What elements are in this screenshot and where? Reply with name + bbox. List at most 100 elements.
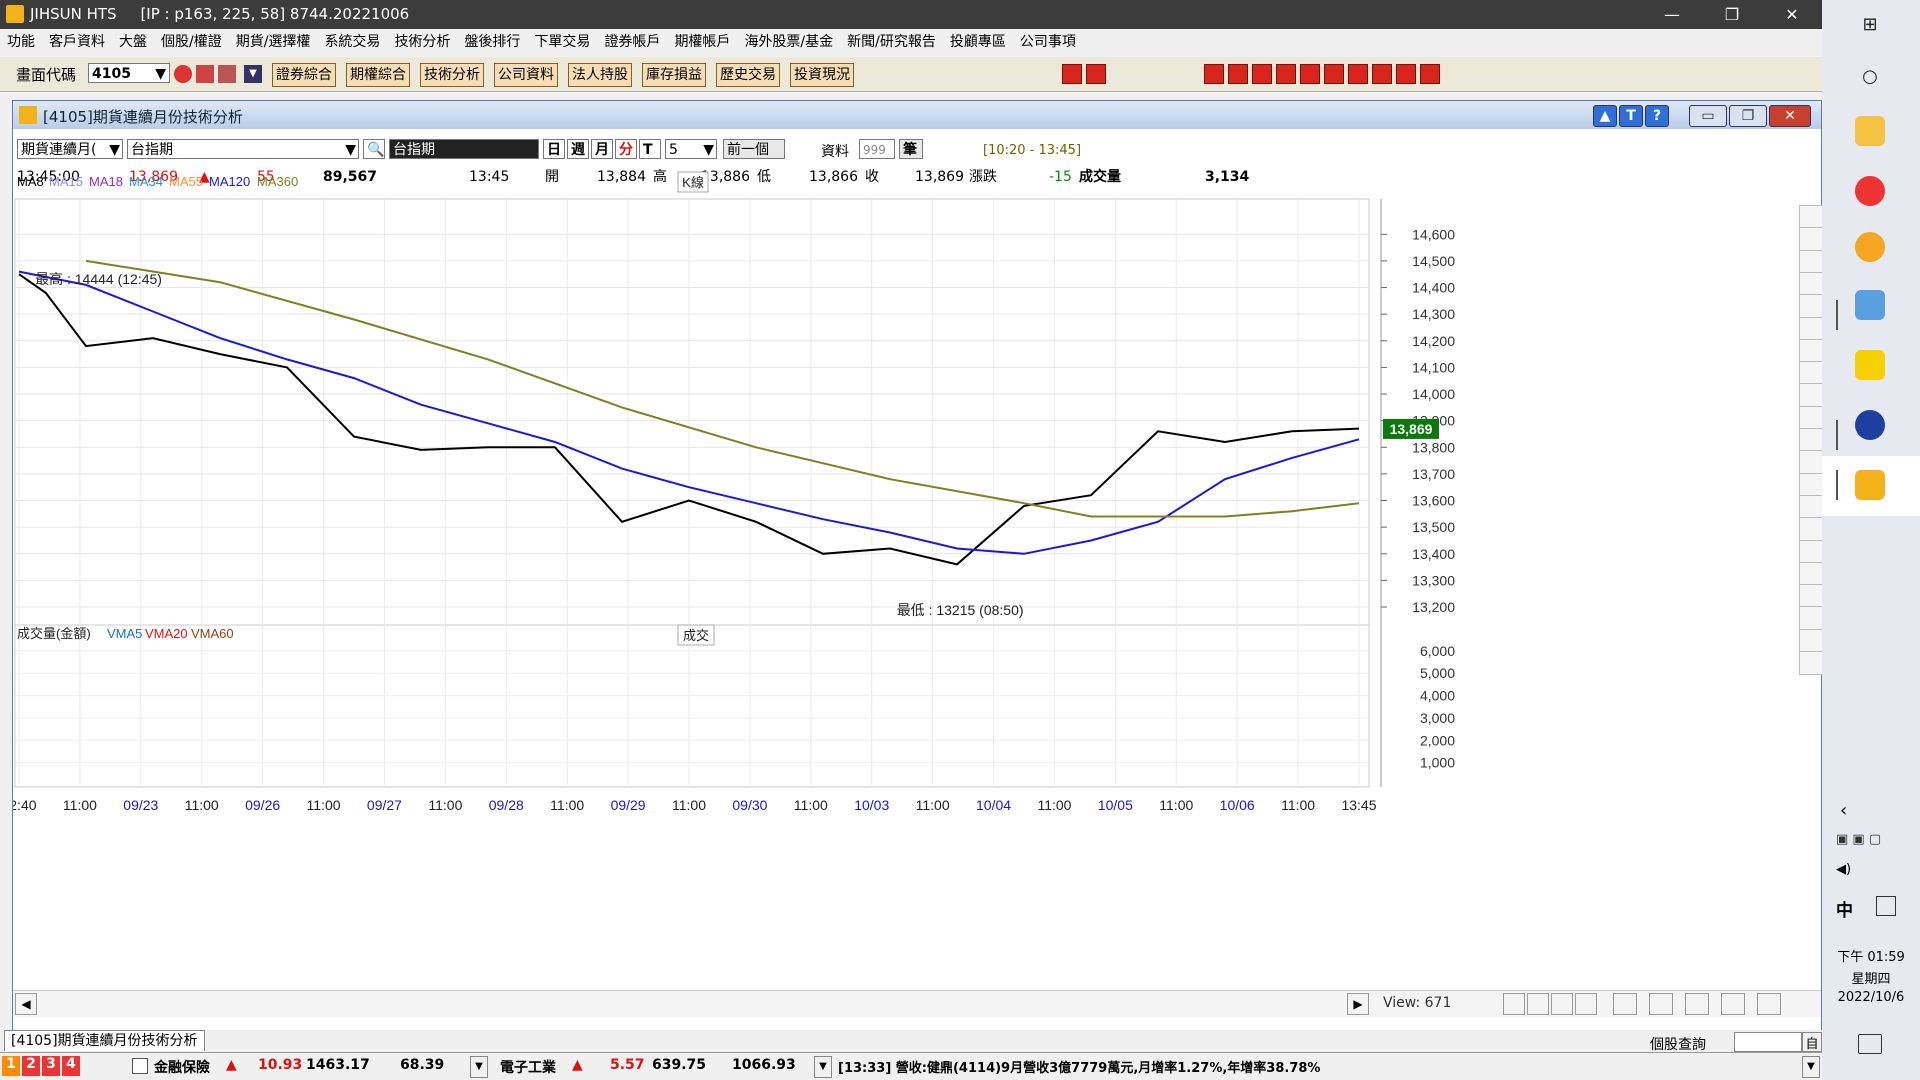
- chevron-left-icon[interactable]: ‹: [1840, 800, 1848, 821]
- paint-icon[interactable]: [1855, 290, 1885, 320]
- hline-icon[interactable]: [1799, 494, 1823, 519]
- data-count-input[interactable]: 999: [859, 139, 895, 159]
- grid-icon[interactable]: [1799, 338, 1823, 363]
- page-tab-1[interactable]: 1: [2, 1056, 20, 1076]
- page-tab-2[interactable]: 2: [22, 1056, 40, 1076]
- symbol-select[interactable]: 台指期 ▼: [127, 139, 359, 159]
- tool-icon[interactable]: [1396, 64, 1416, 84]
- menu-item[interactable]: 新聞/研究報告: [847, 34, 936, 50]
- taskbar-date[interactable]: 2022/10/6: [1837, 990, 1905, 1005]
- menu-item[interactable]: 系統交易: [324, 34, 381, 50]
- jihsun-active-icon[interactable]: [1855, 470, 1885, 500]
- ray-icon[interactable]: [1799, 450, 1823, 475]
- prev-button[interactable]: 前一個: [723, 139, 785, 159]
- layout-icon[interactable]: [1685, 993, 1709, 1015]
- code-input[interactable]: 4105 ▼: [88, 63, 170, 83]
- prev-icon[interactable]: [1062, 64, 1082, 84]
- chevron-down-icon[interactable]: ▼: [1802, 1056, 1820, 1078]
- up-arrow-icon[interactable]: ▲: [1593, 105, 1617, 127]
- tool-icon[interactable]: [1228, 64, 1248, 84]
- menu-item[interactable]: 個股/權證: [161, 34, 222, 50]
- file-explorer-icon[interactable]: [1855, 116, 1885, 146]
- period-minute-button[interactable]: 分: [615, 139, 637, 159]
- print-icon[interactable]: [218, 65, 236, 83]
- fan-icon[interactable]: [1799, 361, 1823, 386]
- gear-icon[interactable]: [1757, 993, 1781, 1015]
- cross-icon[interactable]: [1799, 517, 1823, 542]
- refresh-icon[interactable]: [1575, 993, 1597, 1015]
- tool-icon[interactable]: [1324, 64, 1344, 84]
- tool-icon[interactable]: [1300, 64, 1320, 84]
- stock-lookup-input[interactable]: [1734, 1032, 1802, 1052]
- search-icon[interactable]: [1551, 993, 1573, 1015]
- scroll-left-icon[interactable]: ◀: [15, 993, 37, 1015]
- text-icon[interactable]: T: [1619, 105, 1643, 127]
- technical-analysis-button[interactable]: 技術分析: [420, 63, 484, 87]
- minimize-button[interactable]: —: [1664, 5, 1680, 24]
- tool-icon[interactable]: [1348, 64, 1368, 84]
- ime-indicator[interactable]: 中: [1836, 901, 1853, 921]
- menu-item[interactable]: 盤後排行: [464, 34, 521, 50]
- taskbar-time[interactable]: 下午 01:59: [1837, 950, 1905, 965]
- clear-icon[interactable]: [1799, 205, 1823, 229]
- zoom-in-icon[interactable]: [1503, 993, 1525, 1015]
- company-info-button[interactable]: 公司資料: [494, 63, 558, 87]
- interval-select[interactable]: 5 ▼: [665, 139, 717, 159]
- rect-icon[interactable]: [1799, 539, 1823, 564]
- product-select[interactable]: 期貨連續月(▼: [17, 139, 123, 159]
- trend-icon[interactable]: [1799, 271, 1823, 296]
- tool-icon[interactable]: [1420, 64, 1440, 84]
- vlines-icon[interactable]: [1799, 316, 1823, 341]
- tool-icon[interactable]: [1204, 64, 1224, 84]
- menu-item[interactable]: 技術分析: [394, 34, 451, 50]
- tool-icon[interactable]: [1372, 64, 1392, 84]
- menu-item[interactable]: 投顧專區: [949, 34, 1006, 50]
- copy-icon[interactable]: [1649, 993, 1673, 1015]
- notification-icon[interactable]: [1858, 1034, 1882, 1054]
- windows-start-icon[interactable]: ⊞: [1862, 14, 1878, 35]
- help-icon[interactable]: ?: [1645, 105, 1669, 127]
- vline-icon[interactable]: [1799, 472, 1823, 497]
- child-close-button[interactable]: ✕: [1769, 105, 1811, 127]
- circle-icon[interactable]: [1799, 561, 1823, 586]
- page-tab-3[interactable]: 3: [42, 1056, 60, 1076]
- menu-item[interactable]: 海外股票/基金: [744, 34, 834, 50]
- arc-icon[interactable]: [1799, 249, 1823, 274]
- line-icon[interactable]: [1799, 383, 1823, 408]
- eraser-icon[interactable]: [1799, 651, 1823, 675]
- stock-lookup-button[interactable]: 自: [1802, 1032, 1822, 1052]
- period-tick-button[interactable]: T: [639, 139, 661, 159]
- institutional-holdings-button[interactable]: 法人持股: [568, 63, 632, 87]
- dropdown-icon[interactable]: ▼: [244, 65, 262, 83]
- chevron-down-icon[interactable]: ▼: [814, 1056, 832, 1078]
- window-tab[interactable]: [4105]期貨連續月份技術分析: [4, 1030, 205, 1051]
- menu-item[interactable]: 公司事項: [1019, 34, 1076, 50]
- data-unit-button[interactable]: 筆: [899, 139, 923, 159]
- maximize-button[interactable]: ❐: [1724, 5, 1740, 24]
- menu-item[interactable]: 期權帳戶: [674, 34, 731, 50]
- trade-history-button[interactable]: 歷史交易: [716, 63, 780, 87]
- app-icon[interactable]: [1855, 410, 1885, 440]
- arrow-down-icon[interactable]: [1799, 628, 1823, 653]
- child-restore-button[interactable]: ❐: [1729, 105, 1767, 127]
- browser-icon[interactable]: [1855, 232, 1885, 262]
- ime-mode-icon[interactable]: [1876, 896, 1896, 916]
- checkbox[interactable]: [132, 1058, 148, 1074]
- search-icon[interactable]: 🔍: [363, 139, 385, 159]
- menu-item[interactable]: 功能: [7, 34, 35, 50]
- close-button[interactable]: ✕: [1785, 5, 1799, 24]
- search-icon[interactable]: [174, 65, 192, 83]
- price-chart[interactable]: 14,600 14,500 14,400 14,300 14,200 14,100 14,0…: [13, 101, 1821, 1031]
- menu-item[interactable]: 期貨/選擇權: [235, 34, 311, 50]
- next-icon[interactable]: [1086, 64, 1106, 84]
- pointer-icon[interactable]: [1799, 227, 1823, 252]
- tool-icon[interactable]: [1252, 64, 1272, 84]
- menu-item[interactable]: 證券帳戶: [604, 34, 661, 50]
- securities-summary-button[interactable]: 證券綜合: [272, 63, 336, 87]
- period-day-button[interactable]: 日: [543, 139, 565, 159]
- news-ticker[interactable]: [13:33] 營收:健鼎(4114)9月營收3億7779萬元,月增率1.27%…: [838, 1061, 1321, 1076]
- arrow-up-icon[interactable]: [1799, 606, 1823, 631]
- chart-icon[interactable]: [1613, 993, 1637, 1015]
- chevron-down-icon[interactable]: ▼: [470, 1056, 488, 1078]
- period-week-button[interactable]: 週: [567, 139, 589, 159]
